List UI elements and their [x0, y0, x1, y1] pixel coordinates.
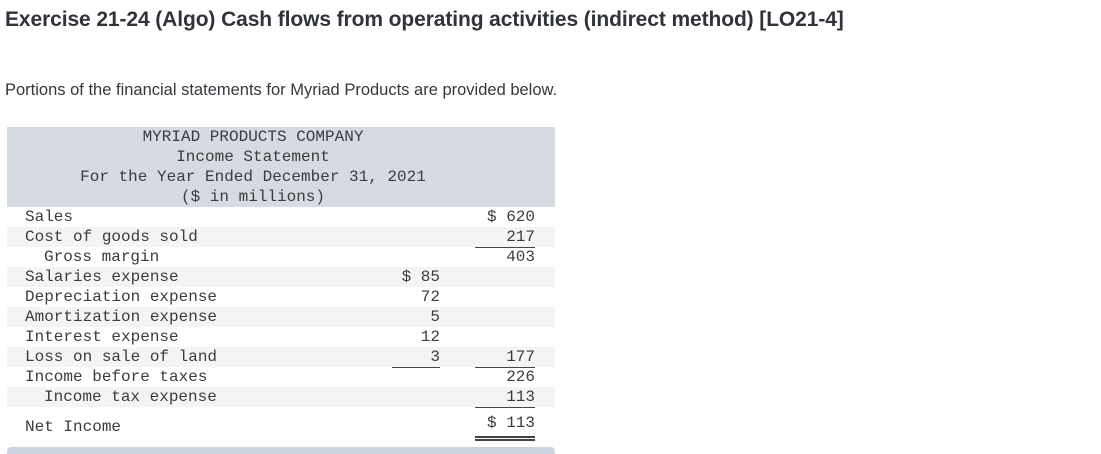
table-row: Salaries expense $ 85 — [7, 267, 555, 287]
row-total-cell: $ 113 — [475, 413, 535, 441]
table-row: Depreciation expense 72 — [7, 287, 555, 307]
statement-header: MYRIAD PRODUCTS COMPANY Income Statement… — [7, 127, 555, 207]
row-total-cell: 177 — [475, 347, 535, 368]
row-total-cell: 403 — [475, 247, 535, 267]
row-subtotal-cell — [392, 367, 440, 387]
row-subtotal-cell: 12 — [392, 327, 440, 347]
row-label: Gross margin — [44, 248, 160, 266]
cell-value: 226 — [506, 368, 535, 386]
column-gap — [440, 247, 475, 267]
row-label: Income before taxes — [25, 368, 208, 386]
column-gap — [440, 387, 475, 407]
exercise-title: Exercise 21-24 (Algo) Cash flows from op… — [5, 8, 844, 31]
table-row: Income before taxes 226 — [7, 367, 555, 387]
table-row: Interest expense 12 — [7, 327, 555, 347]
column-gap — [440, 327, 475, 347]
cell-value-underlined: 113 — [475, 387, 535, 408]
cell-value: $ 620 — [486, 208, 535, 226]
row-label: Amortization expense — [25, 308, 218, 326]
table-row: Sales $ 620 — [7, 207, 555, 227]
statement-units: ($ in millions) — [180, 188, 326, 206]
table-row: Gross margin 403 — [7, 247, 555, 267]
row-total-cell: 113 — [475, 387, 535, 408]
row-total-cell — [475, 307, 535, 327]
column-gap — [440, 287, 475, 307]
row-total-cell: $ 620 — [475, 207, 535, 227]
next-table-header-peek — [7, 447, 555, 454]
column-gap — [440, 307, 475, 327]
column-gap — [440, 267, 475, 287]
cell-value-underlined: 217 — [475, 227, 535, 248]
row-label: Salaries expense — [25, 268, 179, 286]
row-total-cell: 226 — [475, 367, 535, 387]
table-row: Loss on sale of land 3 177 — [7, 347, 555, 368]
row-label: Income tax expense — [44, 388, 217, 406]
row-label: Depreciation expense — [25, 288, 218, 306]
table-row: Cost of goods sold 217 — [7, 227, 555, 248]
statement-period: For the Year Ended December 31, 2021 — [80, 168, 426, 186]
cell-value-underlined: 177 — [475, 347, 535, 368]
row-subtotal-cell — [392, 247, 440, 267]
column-gap — [440, 347, 475, 367]
column-gap — [440, 207, 475, 227]
row-subtotal-cell — [392, 207, 440, 227]
statement-title: Income Statement — [176, 148, 330, 166]
cell-value: $ 85 — [401, 268, 440, 286]
row-total-cell — [475, 327, 535, 347]
row-label: Cost of goods sold — [25, 228, 198, 246]
row-subtotal-cell: 5 — [392, 307, 440, 327]
income-statement-table: MYRIAD PRODUCTS COMPANY Income Statement… — [7, 127, 555, 447]
row-total-cell: 217 — [475, 227, 535, 248]
row-subtotal-cell: 3 — [392, 347, 440, 368]
table-row: Income tax expense 113 — [7, 387, 555, 408]
row-subtotal-cell — [392, 227, 440, 247]
column-gap — [440, 227, 475, 247]
column-gap — [440, 367, 475, 387]
row-label: Loss on sale of land — [25, 348, 218, 366]
table-row: Amortization expense 5 — [7, 307, 555, 327]
row-total-cell — [475, 287, 535, 307]
cell-value: 5 — [430, 308, 440, 326]
row-label: Net Income — [25, 418, 122, 436]
company-name: MYRIAD PRODUCTS COMPANY — [142, 128, 364, 146]
intro-text: Portions of the financial statements for… — [5, 81, 558, 99]
cell-value: 72 — [420, 288, 440, 306]
table-row-net-income: Net Income $ 113 — [7, 407, 555, 447]
row-subtotal-cell: $ 85 — [392, 267, 440, 287]
row-label: Interest expense — [25, 328, 179, 346]
cell-value-double-underlined: $ 113 — [475, 413, 535, 441]
cell-value: 12 — [420, 328, 440, 346]
row-total-cell — [475, 267, 535, 287]
row-label: Sales — [25, 208, 74, 226]
cell-value: 403 — [506, 248, 535, 266]
cell-value-underlined: 3 — [392, 347, 440, 368]
row-subtotal-cell: 72 — [392, 287, 440, 307]
row-subtotal-cell — [392, 387, 440, 407]
